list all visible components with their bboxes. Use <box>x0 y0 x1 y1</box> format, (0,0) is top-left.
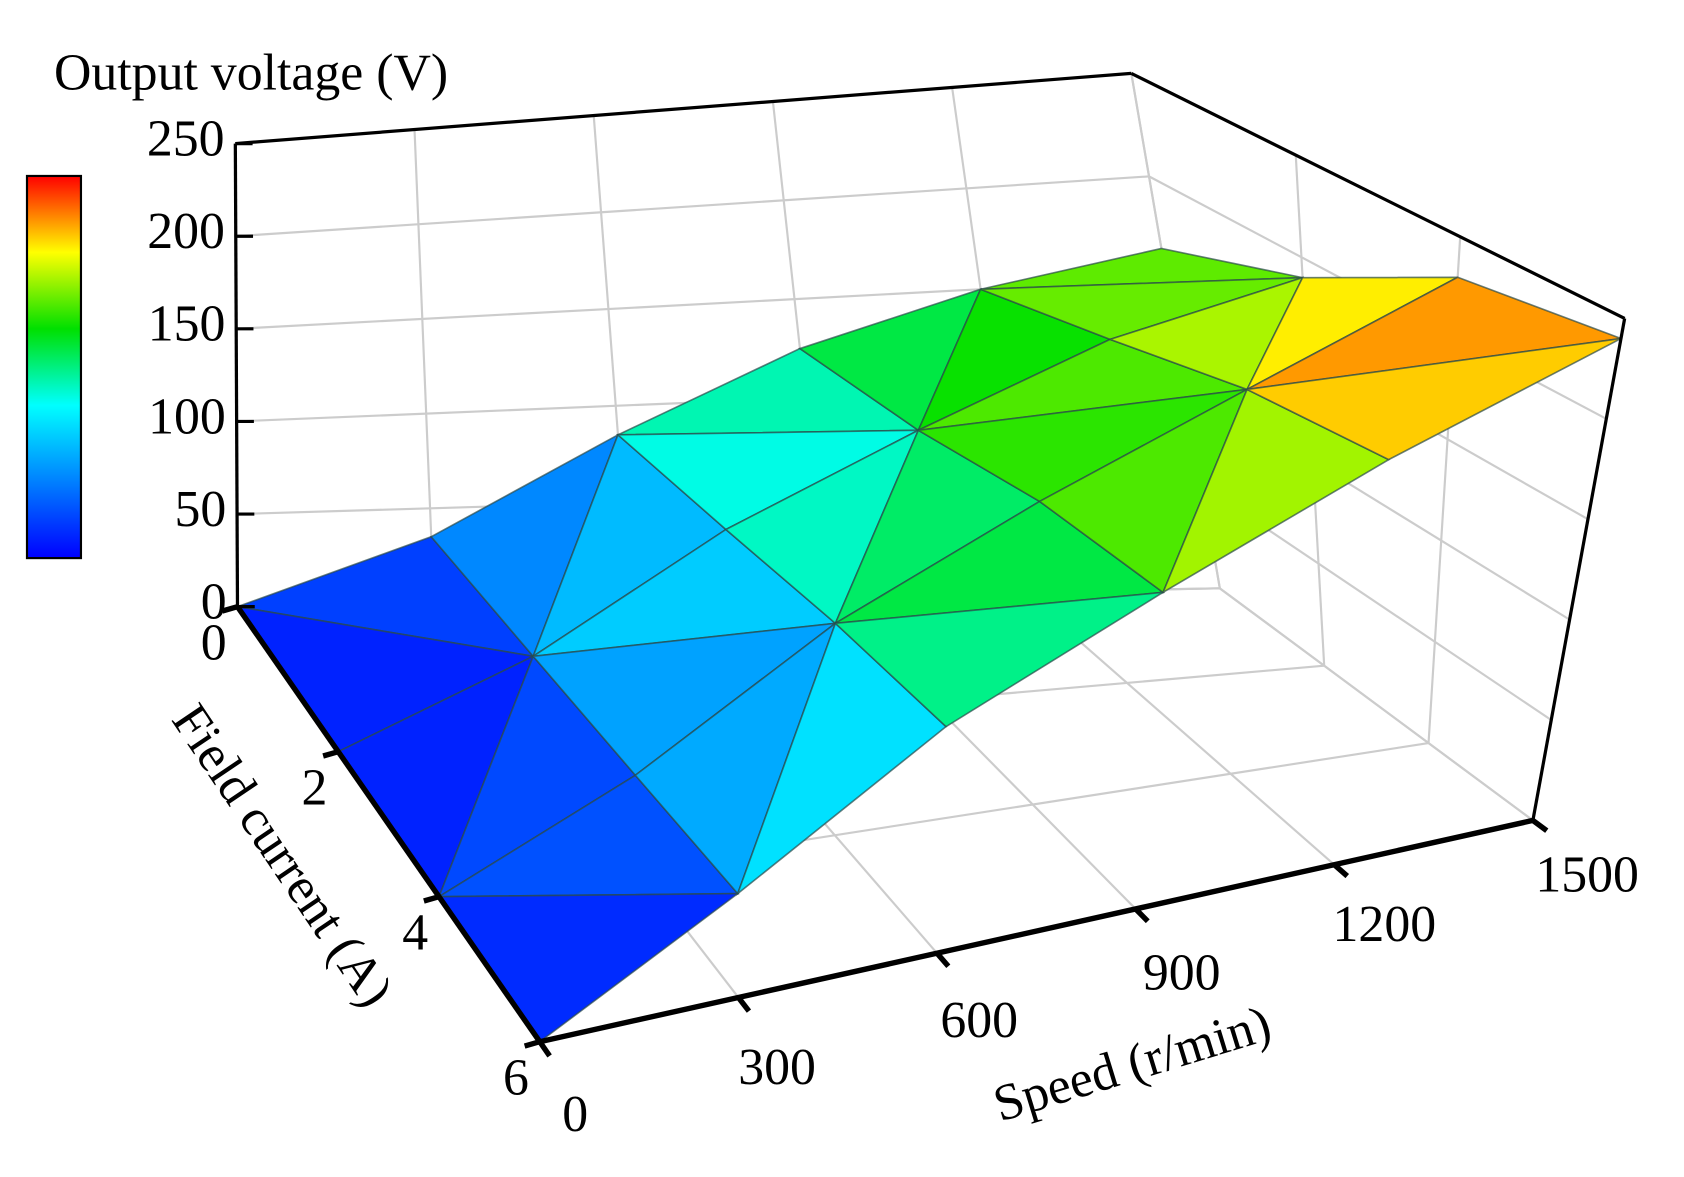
x-axis-title: Speed (r/min) <box>987 995 1277 1133</box>
grid-line <box>413 129 436 604</box>
x-tick-label: 900 <box>1143 944 1221 1001</box>
grid-line <box>235 175 1150 238</box>
axis-line <box>235 605 542 1044</box>
box-edge <box>1130 71 1626 320</box>
y-tick <box>221 604 239 614</box>
x-tick <box>1531 818 1549 833</box>
surface-facet <box>437 892 741 1043</box>
surface-facet <box>1244 337 1622 461</box>
colorbar <box>25 174 83 560</box>
z-tick-label: 150 <box>148 296 226 353</box>
box-edge <box>235 71 1132 146</box>
z-tick-label: 200 <box>147 203 225 260</box>
axis-line <box>539 817 1534 1045</box>
x-tick <box>736 995 752 1013</box>
z-tick-label: 50 <box>174 481 226 538</box>
y-tick-label: 2 <box>302 760 328 817</box>
box-edge <box>1531 318 1627 821</box>
y-tick-label: 0 <box>201 615 227 672</box>
x-tick-label: 1500 <box>1535 846 1639 903</box>
x-tick-label: 0 <box>562 1086 588 1143</box>
z-axis-title: Output voltage (V) <box>54 45 448 102</box>
y-tick <box>423 894 440 904</box>
surface-facet <box>833 591 1164 728</box>
y-tick <box>322 749 339 759</box>
x-tick <box>934 951 951 969</box>
plot-area: Output voltage (V) Field current (A) Spe… <box>25 45 1639 1143</box>
y-tick <box>523 1039 541 1049</box>
z-tick-label: 0 <box>201 574 227 631</box>
x-tick-label: 600 <box>940 992 1018 1049</box>
z-tick-label: 100 <box>148 388 226 445</box>
x-tick-label: 1200 <box>1333 896 1437 953</box>
x-tick-label: 300 <box>738 1039 816 1096</box>
axis-line <box>233 143 240 607</box>
x-tick <box>1332 862 1350 879</box>
x-tick <box>537 1040 552 1058</box>
z-tick-label: 250 <box>147 110 225 167</box>
grid-line <box>1219 587 1534 822</box>
x-tick <box>1133 907 1150 924</box>
y-tick-label: 6 <box>503 1050 529 1107</box>
y-tick-label: 4 <box>402 905 428 962</box>
